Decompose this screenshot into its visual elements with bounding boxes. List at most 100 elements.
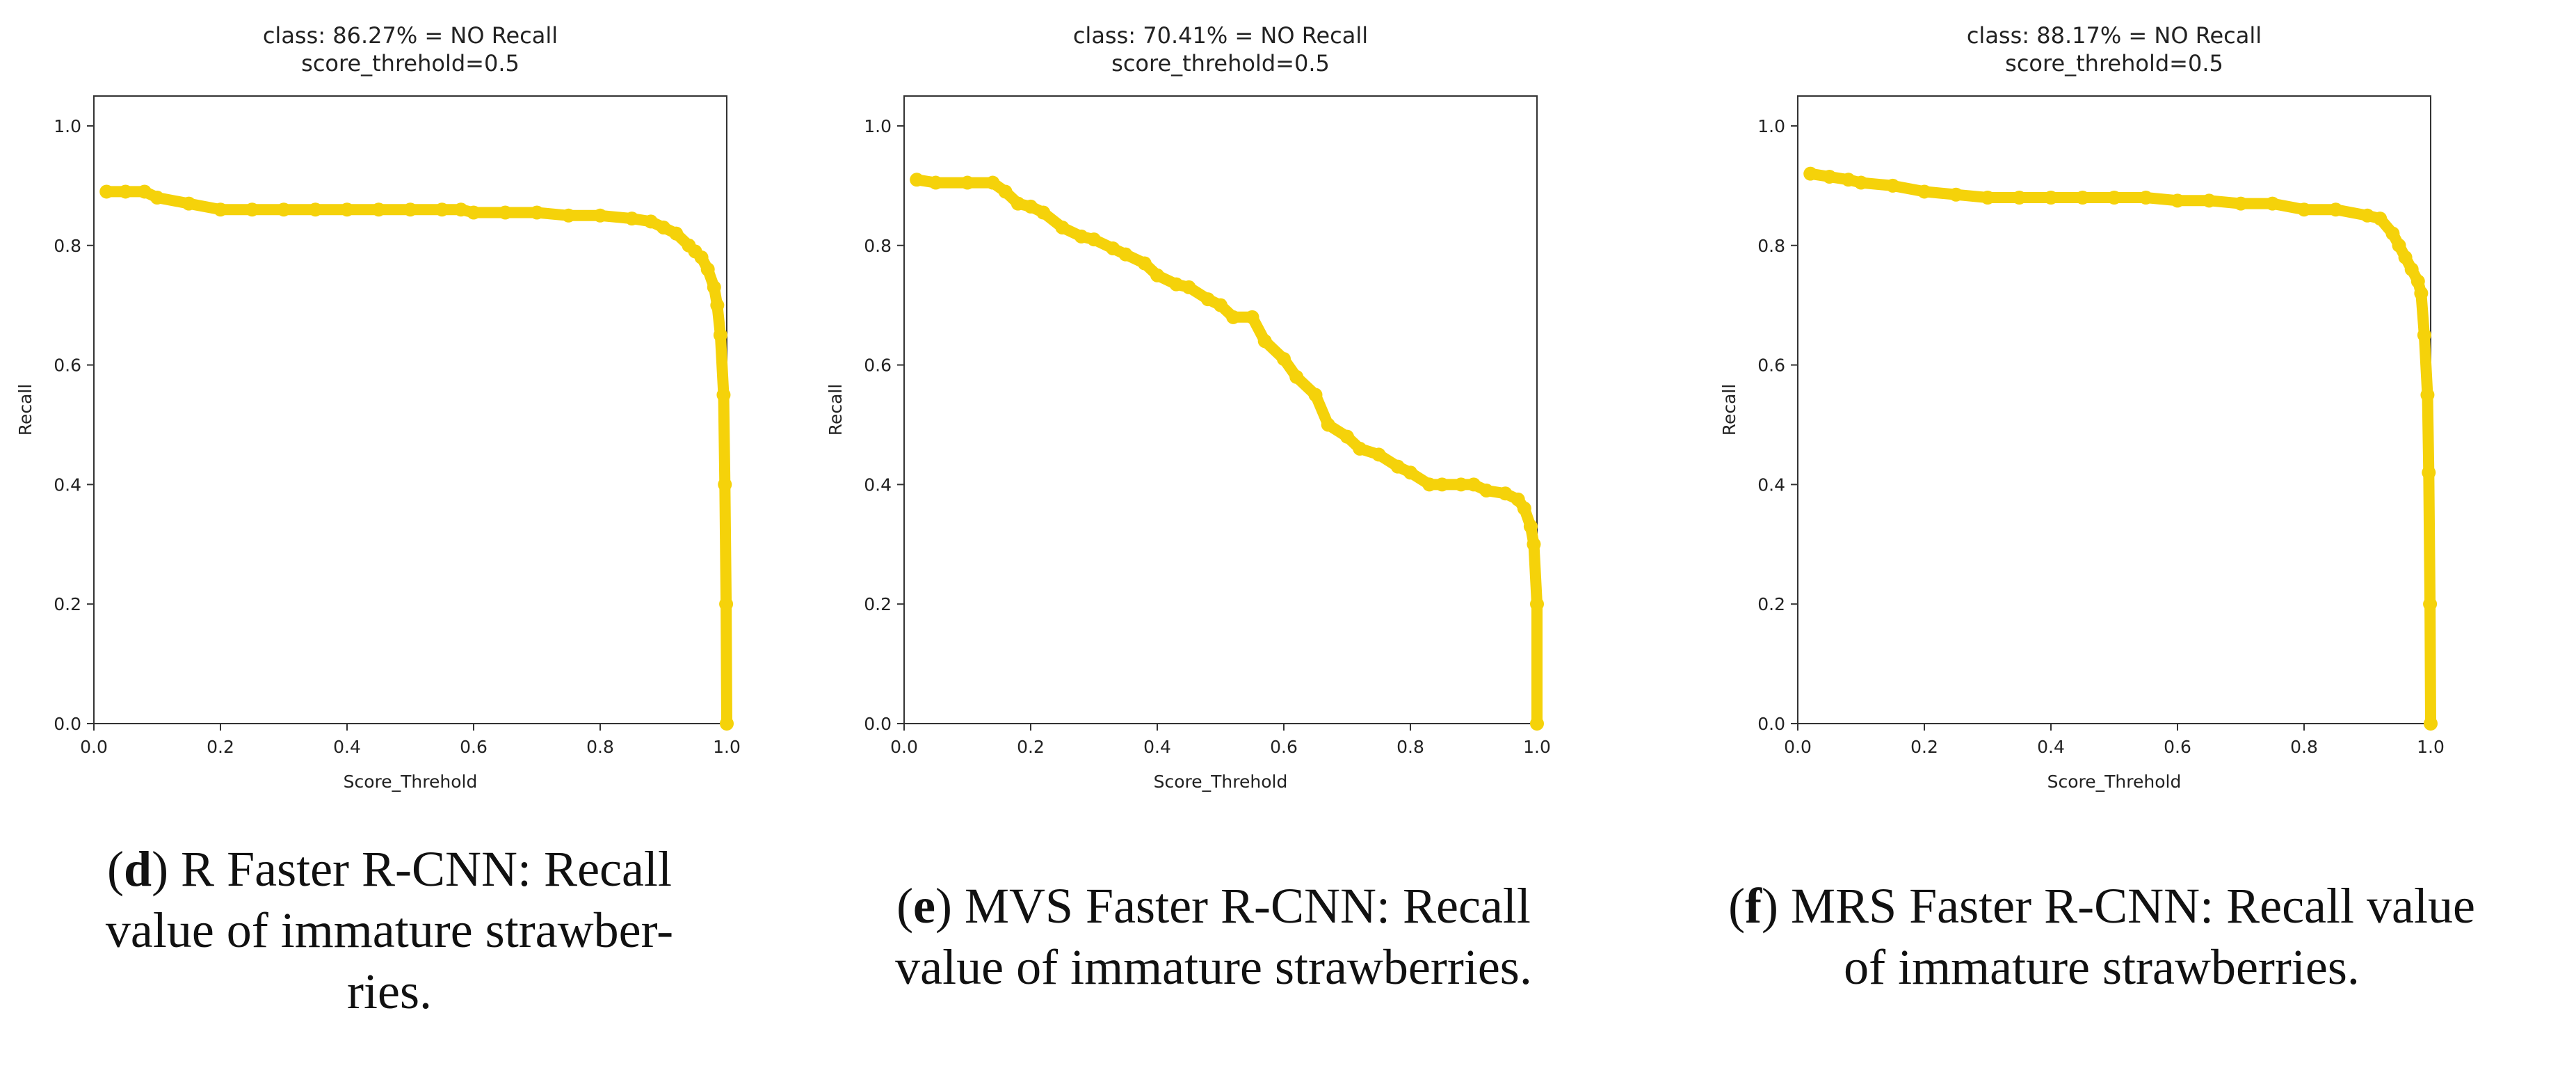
x-tick-label: 0.4 [333, 737, 361, 757]
caption-d: (d) R Faster R-CNN: Recall value of imma… [105, 841, 674, 1019]
recall-point [1371, 447, 1386, 462]
recall-point [700, 262, 715, 277]
y-tick-label: 0.4 [54, 475, 81, 495]
recall-point [1498, 486, 1513, 501]
recall-point [1226, 310, 1241, 324]
y-tick-label: 1.0 [1757, 116, 1785, 136]
y-axis-label: Recall [15, 384, 35, 436]
y-tick-label: 1.0 [864, 116, 892, 136]
recall-point [2107, 191, 2121, 205]
recall-point [1530, 597, 1544, 612]
recall-point [707, 280, 721, 294]
recall-point [371, 202, 386, 217]
recall-point [1454, 477, 1468, 492]
recall-point [403, 202, 417, 217]
recall-point [1106, 241, 1120, 256]
y-tick-label: 0.8 [54, 236, 81, 256]
recall-point [2202, 193, 2216, 208]
y-tick-label: 0.6 [1757, 356, 1785, 376]
recall-point [1403, 465, 1417, 480]
recall-point [669, 226, 684, 241]
recall-point [214, 202, 227, 217]
recall-point [561, 208, 576, 223]
recall-point [2420, 388, 2435, 402]
recall-point [1917, 184, 1931, 199]
y-tick-label: 0.2 [864, 594, 892, 614]
caption-d-letter: d [124, 841, 152, 897]
y-tick-label: 0.0 [1757, 714, 1785, 734]
x-tick-label: 1.0 [1523, 737, 1551, 757]
x-tick-label: 1.0 [2417, 737, 2445, 757]
recall-point [960, 175, 974, 190]
recall-point [1523, 519, 1538, 534]
recall-point [1803, 166, 1818, 181]
chart-title: class: 86.27% = NO Recall [263, 22, 558, 49]
recall-point [1854, 175, 1868, 190]
recall-point [2414, 286, 2429, 301]
recall-point [1277, 351, 1291, 366]
recall-point [435, 202, 449, 217]
caption-d-line-3: ries. [347, 964, 432, 1019]
chart-e: class: 70.41% = NO Recallscore_threhold=… [826, 22, 1551, 792]
y-tick-label: 0.6 [864, 356, 892, 376]
recall-point [2410, 274, 2425, 289]
recall-point [720, 717, 734, 731]
recall-point [1321, 417, 1335, 432]
recall-point [1822, 169, 1837, 184]
recall-point [1214, 298, 1227, 312]
y-axis-label: Recall [1719, 384, 1739, 436]
recall-point [2373, 212, 2388, 226]
recall-point [1340, 429, 1354, 444]
caption-e-line-2: value of immature strawberries. [895, 939, 1532, 995]
x-tick-label: 0.6 [1270, 737, 1298, 757]
recall-point [453, 202, 468, 217]
recall-point [530, 205, 544, 220]
x-tick-label: 0.0 [80, 737, 108, 757]
recall-point [2075, 191, 2090, 205]
y-tick-label: 0.0 [54, 714, 81, 734]
recall-point [713, 328, 727, 342]
x-tick-label: 0.2 [1017, 737, 1045, 757]
y-tick-label: 0.4 [1757, 475, 1785, 495]
caption-e-line-1: ) MVS Faster R-CNN: Recall [935, 878, 1531, 934]
x-axis-label: Score_Threhold [1154, 772, 1288, 792]
x-tick-label: 0.4 [2037, 737, 2065, 757]
recall-point [498, 205, 513, 220]
y-tick-label: 0.6 [54, 356, 81, 376]
recall-point [118, 184, 133, 199]
recall-point [150, 191, 164, 205]
recall-point [910, 173, 924, 187]
chart-subtitle: score_threhold=0.5 [301, 50, 520, 77]
recall-point [625, 212, 639, 226]
recall-point [277, 202, 291, 217]
recall-point [694, 250, 709, 264]
recall-point [1289, 369, 1304, 384]
recall-point [2398, 250, 2413, 264]
recall-point [1527, 537, 1541, 552]
caption-e: (e) MVS Faster R-CNN: Recall value of im… [895, 878, 1532, 995]
recall-point [2360, 208, 2374, 223]
panel-e: class: 70.41% = NO Recall score_threhold=… [800, 0, 1627, 1068]
chart-title: class: 88.17% = NO Recall [1967, 22, 2262, 49]
x-tick-label: 0.0 [1784, 737, 1812, 757]
recall-point [1517, 501, 1531, 516]
recall-point [928, 175, 943, 190]
recall-point [245, 202, 259, 217]
recall-point [1390, 459, 1405, 474]
x-tick-label: 0.2 [1910, 737, 1938, 757]
y-tick-label: 0.0 [864, 714, 892, 734]
recall-point [657, 220, 670, 234]
y-axis-label: Recall [826, 384, 846, 436]
recall-point [1087, 232, 1101, 247]
recall-point [1024, 199, 1038, 214]
x-tick-label: 1.0 [713, 737, 741, 757]
x-axis-label: Score_Threhold [344, 772, 478, 792]
recall-point [1353, 441, 1367, 456]
recall-point [985, 175, 1000, 190]
caption-e-letter: e [913, 878, 936, 934]
y-tick-label: 0.2 [54, 594, 81, 614]
plot-frame [93, 95, 727, 724]
recall-point [340, 202, 354, 217]
x-tick-label: 0.0 [890, 737, 918, 757]
recall-point [710, 298, 725, 312]
